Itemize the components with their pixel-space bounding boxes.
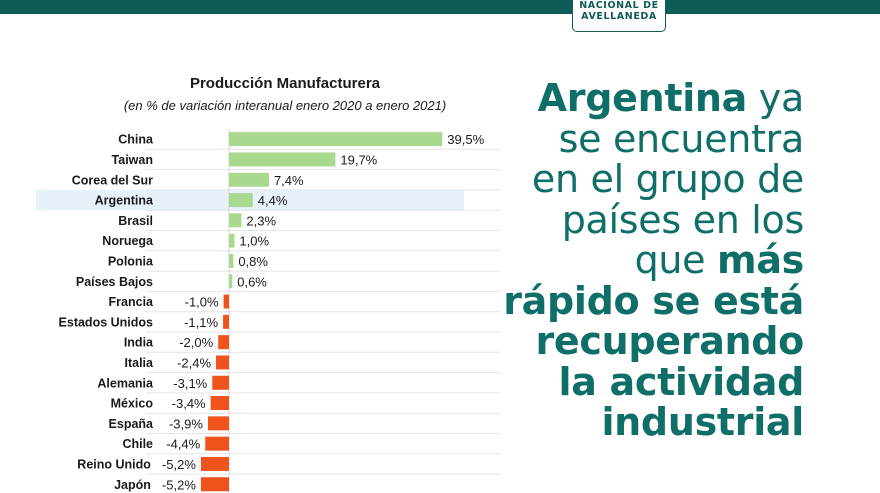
value-label: 4,4% (258, 193, 288, 208)
headline-bold-argentina: Argentina (537, 76, 748, 120)
category-label: Noruega (102, 234, 154, 248)
bar-china (229, 132, 443, 147)
value-label: -1,0% (185, 295, 219, 310)
bar-polonia (229, 253, 234, 268)
headline-bold-mas: más (717, 238, 804, 282)
category-label: España (109, 417, 155, 431)
category-label: India (124, 336, 154, 350)
value-label: 19,7% (340, 152, 377, 167)
bar-brasil (229, 213, 242, 228)
category-label: Taiwan (112, 153, 153, 167)
value-label: 2,3% (246, 213, 276, 228)
value-label: 0,6% (237, 274, 267, 289)
top-band (0, 0, 880, 14)
bar-taiwan (229, 152, 336, 167)
bar-méxico (210, 396, 229, 411)
headline-line-8: la actividad (558, 359, 805, 404)
bar-países-bajos (229, 274, 233, 289)
bar-alemania (212, 375, 229, 390)
headline-line-1: Argentina ya (474, 76, 805, 120)
bar-noruega (229, 233, 235, 248)
value-label: -5,2% (162, 477, 196, 492)
value-label: 0,8% (238, 254, 268, 269)
value-label: -3,1% (173, 376, 207, 391)
headline-line-5: que más (474, 238, 805, 282)
headline-line-1-rest: ya (747, 76, 805, 120)
category-label: Japón (114, 478, 151, 492)
bar-francia (223, 294, 229, 309)
logo-line-1: NACIONAL DE (579, 0, 659, 11)
value-label: -2,4% (177, 355, 211, 370)
category-label: Francia (109, 295, 155, 309)
headline-line-7: recuperando (535, 319, 804, 363)
headline-line-4: países en los (561, 197, 805, 242)
value-label: 7,4% (274, 173, 304, 188)
category-label: México (111, 397, 154, 411)
category-label: Corea del Sur (72, 173, 153, 187)
university-logo: NACIONAL DE AVELLANEDA (572, 0, 666, 32)
category-label: Reino Unido (77, 457, 151, 471)
category-label: Brasil (118, 214, 153, 228)
category-label: Italia (125, 356, 155, 370)
value-labels: 39,5% 19,7% 7,4% 4,4% 2,3% 1,0% 0,8% 0,6% -1,0% -… (162, 132, 485, 492)
headline-line-5-plain: que (634, 238, 718, 282)
bar-argentina (229, 193, 253, 208)
value-label: -3,9% (169, 416, 203, 431)
category-label: China (118, 133, 154, 147)
category-labels: China Taiwan Corea del Sur Argentina Brasil N… (59, 133, 155, 492)
bar-japón (200, 477, 229, 492)
value-label: -1,1% (184, 315, 218, 330)
headline-line-6: rápido se está (503, 278, 804, 323)
headline-line-9: industrial (601, 400, 804, 444)
headline-line-2: se encuentra (558, 116, 805, 161)
category-label: Alemania (97, 376, 154, 390)
value-label: -4,4% (166, 437, 200, 452)
category-label: Argentina (95, 194, 154, 208)
chart-title: Producción Manufacturera (190, 75, 381, 92)
value-label: 39,5% (447, 132, 484, 147)
category-label: Estados Unidos (59, 315, 154, 329)
value-label: -2,0% (179, 335, 213, 350)
bar-estados-unidos (223, 314, 229, 329)
bar-italia (216, 355, 229, 370)
category-label: Polonia (108, 254, 154, 268)
bar-india (218, 335, 229, 350)
bar-españa (207, 416, 229, 431)
value-label: 1,0% (239, 234, 269, 249)
headline-line-3: en el grupo de (531, 157, 804, 201)
bar-reino-unido (200, 456, 229, 471)
value-label: -5,2% (162, 457, 196, 472)
bar-chile (205, 436, 229, 451)
bars (200, 132, 443, 492)
bar-corea-del-sur (229, 172, 269, 187)
grid-lines (146, 148, 500, 475)
headline: Argentina ya se encuentra en el grupo de… (474, 78, 804, 443)
manufacturing-bar-chart: Producción Manufacturera (en % de variac… (36, 75, 500, 493)
category-label: Países Bajos (76, 275, 153, 289)
value-label: -3,4% (172, 396, 206, 411)
logo-line-2: AVELLANEDA (581, 11, 657, 22)
chart-subtitle: (en % de variación interanual enero 2020… (124, 98, 446, 113)
category-label: Chile (122, 437, 153, 451)
